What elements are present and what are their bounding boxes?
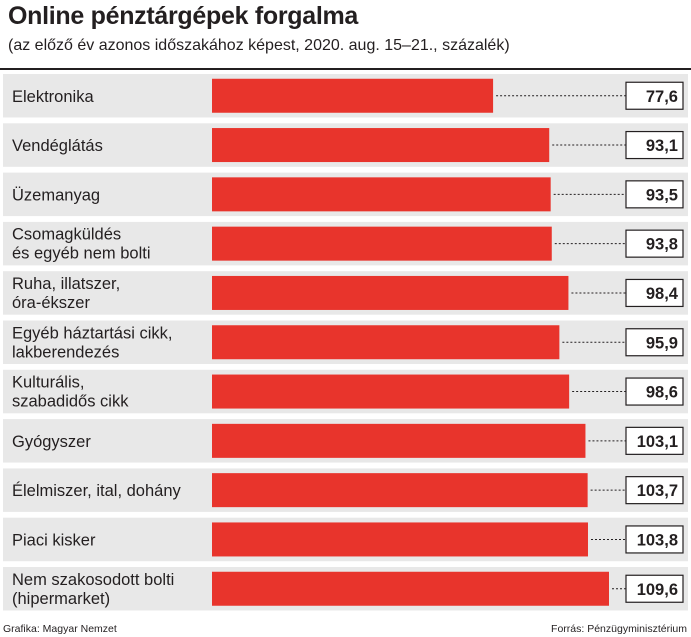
- bar: [212, 78, 494, 113]
- category-label-line: Nem szakosodott bolti: [12, 571, 174, 589]
- data-label: 93,1: [646, 137, 678, 155]
- data-label: 103,1: [637, 433, 678, 451]
- category-label: Kulturális, szabadidős cikk: [12, 374, 129, 411]
- bar: [212, 177, 551, 212]
- value-box: [625, 426, 684, 455]
- bar: [212, 522, 588, 557]
- bar: [212, 423, 586, 458]
- value-box: [625, 476, 684, 505]
- bar: [212, 374, 570, 409]
- data-label: 103,8: [637, 531, 678, 549]
- value-box: [625, 377, 684, 406]
- value-box: [625, 229, 684, 258]
- category-label: Csomagküldés és egyéb nem bolti: [12, 226, 151, 263]
- category-label: Nem szakosodott bolti (hipermarket): [12, 571, 174, 608]
- data-label: 77,6: [646, 88, 678, 106]
- value-box: [625, 328, 684, 357]
- category-label-line: lakberendezés: [12, 343, 119, 361]
- category-label: Ruha, illatszer, óra-ékszer: [12, 275, 120, 312]
- category-label-line: Egyéb háztartási cikk,: [12, 324, 173, 342]
- value-box: [625, 130, 684, 160]
- category-label: Elektronika: [12, 88, 94, 106]
- data-label: 109,6: [637, 581, 678, 599]
- category-label: Piaci kisker: [12, 531, 96, 549]
- category-label-line: (hipermarket): [12, 590, 110, 608]
- value-box: [625, 574, 684, 603]
- value-box: [625, 81, 684, 110]
- source-note: Forrás: Pénzügyminisztérium: [551, 623, 687, 635]
- category-label: Vendéglátás: [12, 137, 103, 155]
- graphics-credit: Grafika: Magyar Nemzet: [3, 623, 117, 635]
- bar: [212, 571, 609, 606]
- value-box: [625, 278, 684, 308]
- category-label-line: Kulturális,: [12, 374, 84, 392]
- value-box: [625, 525, 684, 554]
- data-label: 95,9: [646, 334, 678, 352]
- category-label-line: Csomagküldés: [12, 226, 121, 244]
- bar: [212, 473, 588, 508]
- category-label: Egyéb háztartási cikk, lakberendezés: [12, 324, 173, 361]
- category-label-line: Ruha, illatszer,: [12, 275, 120, 293]
- data-label: 93,5: [646, 186, 678, 204]
- data-label: 98,6: [646, 384, 678, 402]
- category-label-line: szabadidős cikk: [12, 393, 129, 411]
- data-label: 98,4: [646, 285, 679, 303]
- data-label: 103,7: [637, 482, 678, 500]
- data-label: 93,8: [646, 236, 678, 254]
- category-label: Gyógyszer: [12, 433, 91, 451]
- value-box: [625, 180, 684, 209]
- category-label: Üzemanyag: [12, 186, 100, 204]
- category-label: Élelmiszer, ital, dohány: [12, 481, 181, 500]
- bar: [212, 275, 569, 310]
- category-label-line: óra-ékszer: [12, 294, 90, 312]
- chart-title: Online pénztárgépek forgalma: [8, 2, 359, 30]
- category-label-line: és egyéb nem bolti: [12, 245, 151, 263]
- bar: [212, 226, 552, 261]
- bar: [212, 128, 550, 163]
- bar-chart: 77,6 Elektronika 93,1 Vendéglátás 93,5 Üzeman…: [3, 74, 688, 611]
- chart-subtitle: (az előző év azonos időszakához képest, …: [8, 37, 510, 54]
- bar: [212, 325, 560, 360]
- header-divider: [0, 68, 691, 70]
